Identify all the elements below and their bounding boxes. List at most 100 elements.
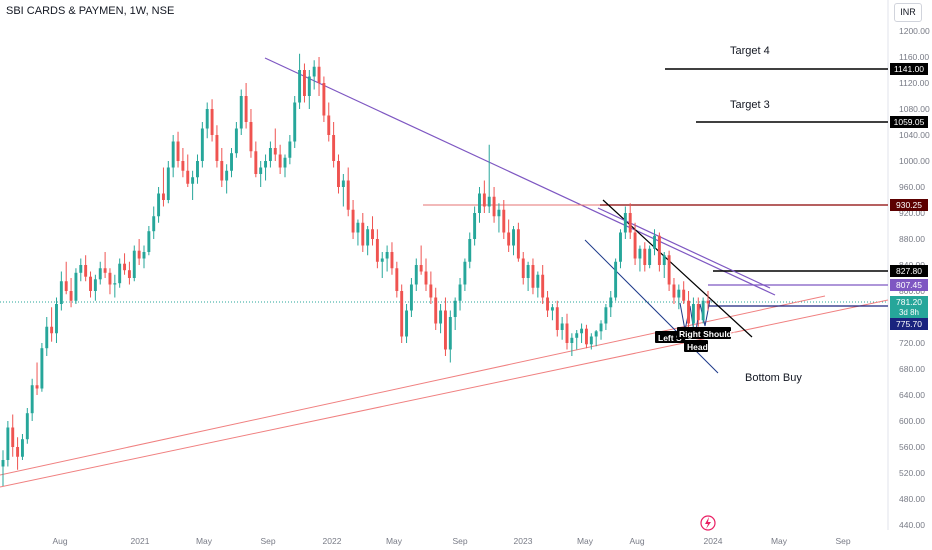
candle-body [268,148,272,161]
candle-body [264,161,268,168]
candle-body [6,427,10,460]
candle-body [648,248,652,265]
head-tag: Head [684,340,708,352]
price-label-930-text: 930.25 [896,200,922,210]
head-label: Head [687,342,708,352]
candle-body [575,333,579,338]
x-tick-label: Aug [52,536,67,546]
y-tick-label: 1040.00 [899,130,930,140]
candle-body [400,291,404,337]
candle-body [215,135,219,161]
price-label-781: 781.20 3d 8h [890,296,928,318]
candle-body [541,274,545,298]
candle-body [429,284,433,298]
price-label-807-text: 807.45 [896,280,922,290]
price-label-775: 775.70 [890,318,928,330]
candle-body [546,297,550,311]
candle-body [439,310,443,324]
candle-body [691,304,695,324]
y-tick-label: 1200.00 [899,26,930,36]
candle-body [161,193,165,200]
x-tick-label: Sep [835,536,850,546]
candle-body [478,193,481,213]
candle-body [205,109,209,129]
candle-body [385,252,389,259]
candle-body [1,460,5,467]
candle-body [458,284,462,301]
price-label-775-text: 775.70 [896,319,922,329]
candle-body [210,109,214,135]
candle-body [482,193,486,207]
candle-body [239,96,243,129]
y-axis-ticks: 1200.00 1160.00 1120.00 1080.00 1040.00 1000.… [899,26,930,530]
candle-body [332,135,336,161]
candle-body [288,141,292,158]
candle-body [633,232,637,259]
y-tick-label: 560.00 [899,442,925,452]
candle-body [419,265,423,272]
candle-body [560,323,564,330]
candle-body [375,239,379,262]
candle-body [55,304,58,334]
candle-body [667,255,671,285]
candle-body [322,83,326,116]
candle-body [371,229,374,239]
y-tick-label: 1120.00 [899,78,929,88]
candle-body [93,279,97,291]
candle-body [434,297,438,324]
candle-body [604,307,608,324]
candle-body [244,96,248,122]
candle-body [40,348,44,389]
candle-body [356,222,360,233]
candle-body [298,70,302,103]
channel-purple-upper [597,207,771,289]
candle-body [225,170,229,181]
candle-body [497,209,501,217]
price-label-1059-text: 1059.05 [894,117,925,127]
candle-body [191,177,195,184]
candle-body [103,268,107,273]
candle-body [273,148,277,155]
candle-body [628,213,632,233]
y-tick-label: 640.00 [899,390,925,400]
candle-body [278,154,282,168]
candle-body [706,300,710,304]
candle-body [123,263,127,271]
candle-body [599,323,603,332]
candle-body [98,268,102,280]
candle-body [638,248,642,259]
candle-body [516,229,520,259]
candle-body [166,167,170,200]
candle-body [16,447,20,457]
candle-body [380,258,384,262]
y-tick-label: 600.00 [899,416,925,426]
candle-body [487,196,491,207]
candle-body [302,70,306,96]
candle-body [619,232,622,262]
lightning-logo-icon[interactable] [700,515,716,531]
candle-body [84,265,88,277]
candle-body [59,281,63,304]
candle-body [468,239,472,262]
candle-body [89,276,92,291]
y-tick-label: 440.00 [899,520,925,530]
candle-body [687,300,691,324]
candle-body [453,300,457,317]
price-label-827: 827.80 [890,265,928,277]
x-tick-label: May [771,536,788,546]
candles-group [1,53,710,486]
candle-body [643,248,647,265]
currency-badge[interactable]: INR [894,3,922,22]
candle-body [366,229,370,246]
x-tick-label: 2022 [323,536,342,546]
x-tick-label: Sep [260,536,275,546]
candle-body [259,167,263,174]
y-tick-label: 1160.00 [899,52,929,62]
y-tick-label: 1000.00 [899,156,930,166]
candle-body [395,268,399,291]
candle-body [69,291,73,301]
candle-body [526,265,530,278]
candle-body [186,170,190,184]
candle-body [502,209,506,233]
